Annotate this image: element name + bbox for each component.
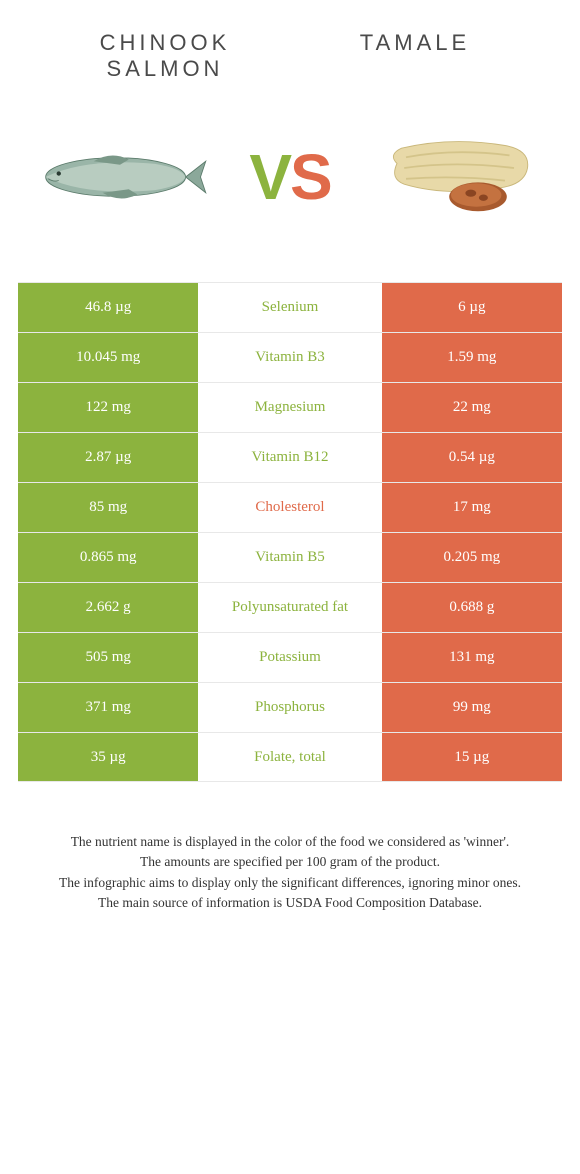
nutrient-row: 10.045 mgVitamin B31.59 mg <box>18 332 562 382</box>
nutrient-row: 85 mgCholesterol17 mg <box>18 482 562 532</box>
left-value: 2.87 µg <box>18 433 199 482</box>
right-value: 6 µg <box>381 283 562 332</box>
nutrient-row: 2.87 µgVitamin B120.54 µg <box>18 432 562 482</box>
nutrient-name: Vitamin B5 <box>199 533 380 582</box>
nutrient-name: Selenium <box>199 283 380 332</box>
header: Chinook salmon Tamale <box>0 0 580 92</box>
nutrient-row: 35 µgFolate, total15 µg <box>18 732 562 782</box>
right-value: 0.688 g <box>381 583 562 632</box>
vs-v-letter: V <box>249 141 290 213</box>
nutrient-row: 0.865 mgVitamin B50.205 mg <box>18 532 562 582</box>
nutrient-name: Folate, total <box>199 733 380 781</box>
left-value: 46.8 µg <box>18 283 199 332</box>
footer-line-1: The nutrient name is displayed in the co… <box>40 832 540 852</box>
right-value: 131 mg <box>381 633 562 682</box>
tamale-icon <box>370 132 550 222</box>
left-value: 2.662 g <box>18 583 199 632</box>
nutrient-table: 46.8 µgSelenium6 µg10.045 mgVitamin B31.… <box>18 282 562 782</box>
nutrient-row: 122 mgMagnesium22 mg <box>18 382 562 432</box>
right-value: 22 mg <box>381 383 562 432</box>
left-food-title: Chinook salmon <box>40 30 290 82</box>
vs-s-letter: S <box>290 141 331 213</box>
right-food-title: Tamale <box>290 30 540 82</box>
nutrient-name: Magnesium <box>199 383 380 432</box>
left-value: 0.865 mg <box>18 533 199 582</box>
nutrient-name: Phosphorus <box>199 683 380 732</box>
footer-line-4: The main source of information is USDA F… <box>40 893 540 913</box>
nutrient-name: Vitamin B12 <box>199 433 380 482</box>
salmon-icon <box>25 142 215 212</box>
nutrient-row: 505 mgPotassium131 mg <box>18 632 562 682</box>
images-row: VS <box>0 92 580 282</box>
footer-notes: The nutrient name is displayed in the co… <box>0 782 580 933</box>
right-value: 17 mg <box>381 483 562 532</box>
right-value: 1.59 mg <box>381 333 562 382</box>
left-value: 122 mg <box>18 383 199 432</box>
left-value: 505 mg <box>18 633 199 682</box>
right-value: 15 µg <box>381 733 562 781</box>
nutrient-row: 2.662 gPolyunsaturated fat0.688 g <box>18 582 562 632</box>
right-value: 0.54 µg <box>381 433 562 482</box>
salmon-image <box>20 112 220 242</box>
tamale-image <box>360 112 560 242</box>
right-value: 99 mg <box>381 683 562 732</box>
nutrient-name: Cholesterol <box>199 483 380 532</box>
left-value: 10.045 mg <box>18 333 199 382</box>
footer-line-2: The amounts are specified per 100 gram o… <box>40 852 540 872</box>
nutrient-name: Potassium <box>199 633 380 682</box>
nutrient-name: Polyunsaturated fat <box>199 583 380 632</box>
left-value: 85 mg <box>18 483 199 532</box>
vs-label: VS <box>249 145 330 209</box>
right-value: 0.205 mg <box>381 533 562 582</box>
left-value: 371 mg <box>18 683 199 732</box>
nutrient-row: 371 mgPhosphorus99 mg <box>18 682 562 732</box>
left-value: 35 µg <box>18 733 199 781</box>
nutrient-row: 46.8 µgSelenium6 µg <box>18 282 562 332</box>
footer-line-3: The infographic aims to display only the… <box>40 873 540 893</box>
nutrient-name: Vitamin B3 <box>199 333 380 382</box>
